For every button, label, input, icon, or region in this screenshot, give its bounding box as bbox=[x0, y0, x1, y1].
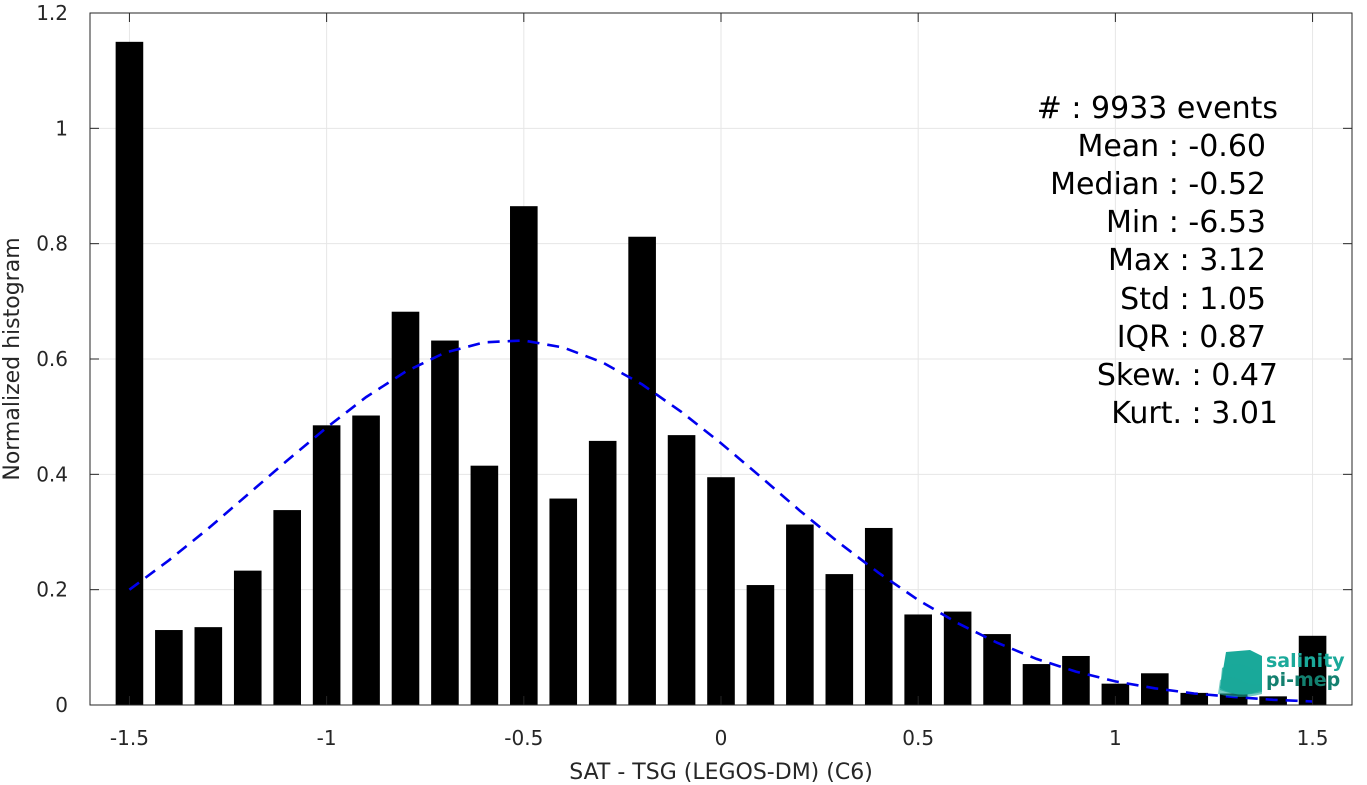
x-axis-title: SAT - TSG (LEGOS-DM) (C6) bbox=[569, 760, 873, 785]
histogram-bar bbox=[904, 614, 932, 705]
stats-box: # : 9933 events Mean : -0.60 Median : -0… bbox=[1037, 91, 1278, 431]
y-tick-label: 0.6 bbox=[36, 347, 68, 371]
histogram-bar bbox=[1180, 692, 1209, 705]
x-tick-label: -1.5 bbox=[110, 726, 149, 750]
histogram-bar bbox=[667, 435, 696, 705]
histogram-bar bbox=[352, 415, 380, 705]
salinity-pimep-logo: salinity pi-mep bbox=[1218, 650, 1345, 697]
wave-logo-icon bbox=[1218, 650, 1262, 697]
x-tick-label: 0.5 bbox=[902, 726, 934, 750]
histogram-bar bbox=[510, 206, 538, 705]
normal-fit-curve bbox=[128, 339, 1313, 703]
stat-count: # : 9933 events bbox=[1037, 91, 1278, 126]
x-tick-label: 1.5 bbox=[1297, 726, 1329, 750]
logo-text-pimep: pi-mep bbox=[1266, 669, 1340, 691]
histogram-bar bbox=[864, 527, 893, 705]
y-tick-label: 0.8 bbox=[36, 232, 68, 256]
histogram-bar bbox=[1298, 635, 1327, 705]
histogram-bar bbox=[233, 570, 262, 705]
x-tick-label: -1 bbox=[317, 726, 337, 750]
histogram-bar bbox=[786, 524, 814, 705]
stat-max: Max : 3.12 bbox=[1108, 243, 1266, 278]
histogram-bar bbox=[1101, 683, 1130, 705]
x-axis-ticks: -1.5 -1 -0.5 0 0.5 1 1.5 bbox=[110, 13, 1329, 750]
y-axis-title: Normalized histogram bbox=[0, 237, 25, 480]
stat-mean: Mean : -0.60 bbox=[1077, 129, 1266, 164]
stat-iqr: IQR : 0.87 bbox=[1117, 320, 1266, 355]
histogram-bar bbox=[983, 634, 1011, 705]
stat-median: Median : -0.52 bbox=[1050, 167, 1266, 202]
histogram-bar bbox=[707, 477, 735, 705]
logo-text-salinity: salinity bbox=[1266, 650, 1345, 672]
histogram-bar bbox=[588, 440, 617, 705]
histogram-bar bbox=[1219, 693, 1248, 705]
y-tick-label: 0.4 bbox=[36, 462, 68, 486]
histogram-bar bbox=[431, 340, 459, 705]
stat-min: Min : -6.53 bbox=[1106, 205, 1266, 240]
x-tick-label: 0 bbox=[715, 726, 728, 750]
histogram-bars bbox=[115, 41, 1327, 706]
y-axis-ticks: 0 0.2 0.4 0.6 0.8 1 1.2 bbox=[36, 1, 1352, 717]
stat-skew: Skew. : 0.47 bbox=[1097, 358, 1278, 393]
stat-kurt: Kurt. : 3.01 bbox=[1111, 396, 1278, 431]
histogram-bar bbox=[470, 465, 499, 705]
x-tick-label: -0.5 bbox=[504, 726, 543, 750]
histogram-bar bbox=[194, 627, 223, 705]
y-tick-label: 1 bbox=[55, 116, 68, 140]
y-tick-label: 0 bbox=[55, 693, 68, 717]
histogram-bar bbox=[391, 311, 420, 705]
histogram-bar bbox=[1022, 664, 1051, 705]
y-tick-label: 0.2 bbox=[36, 578, 68, 602]
histogram-bar bbox=[746, 585, 775, 705]
histogram-bar bbox=[1062, 655, 1090, 705]
histogram-bar bbox=[115, 41, 144, 706]
histogram-bar bbox=[943, 611, 972, 705]
histogram-bar bbox=[628, 236, 656, 705]
y-tick-label: 1.2 bbox=[36, 1, 68, 25]
histogram-bar bbox=[155, 630, 183, 705]
stat-std: Std : 1.05 bbox=[1120, 282, 1266, 317]
histogram-bar bbox=[273, 510, 301, 705]
histogram-bar bbox=[825, 574, 854, 705]
x-tick-label: 1 bbox=[1109, 726, 1122, 750]
histogram-bar bbox=[549, 498, 578, 705]
histogram-bar bbox=[312, 425, 341, 705]
